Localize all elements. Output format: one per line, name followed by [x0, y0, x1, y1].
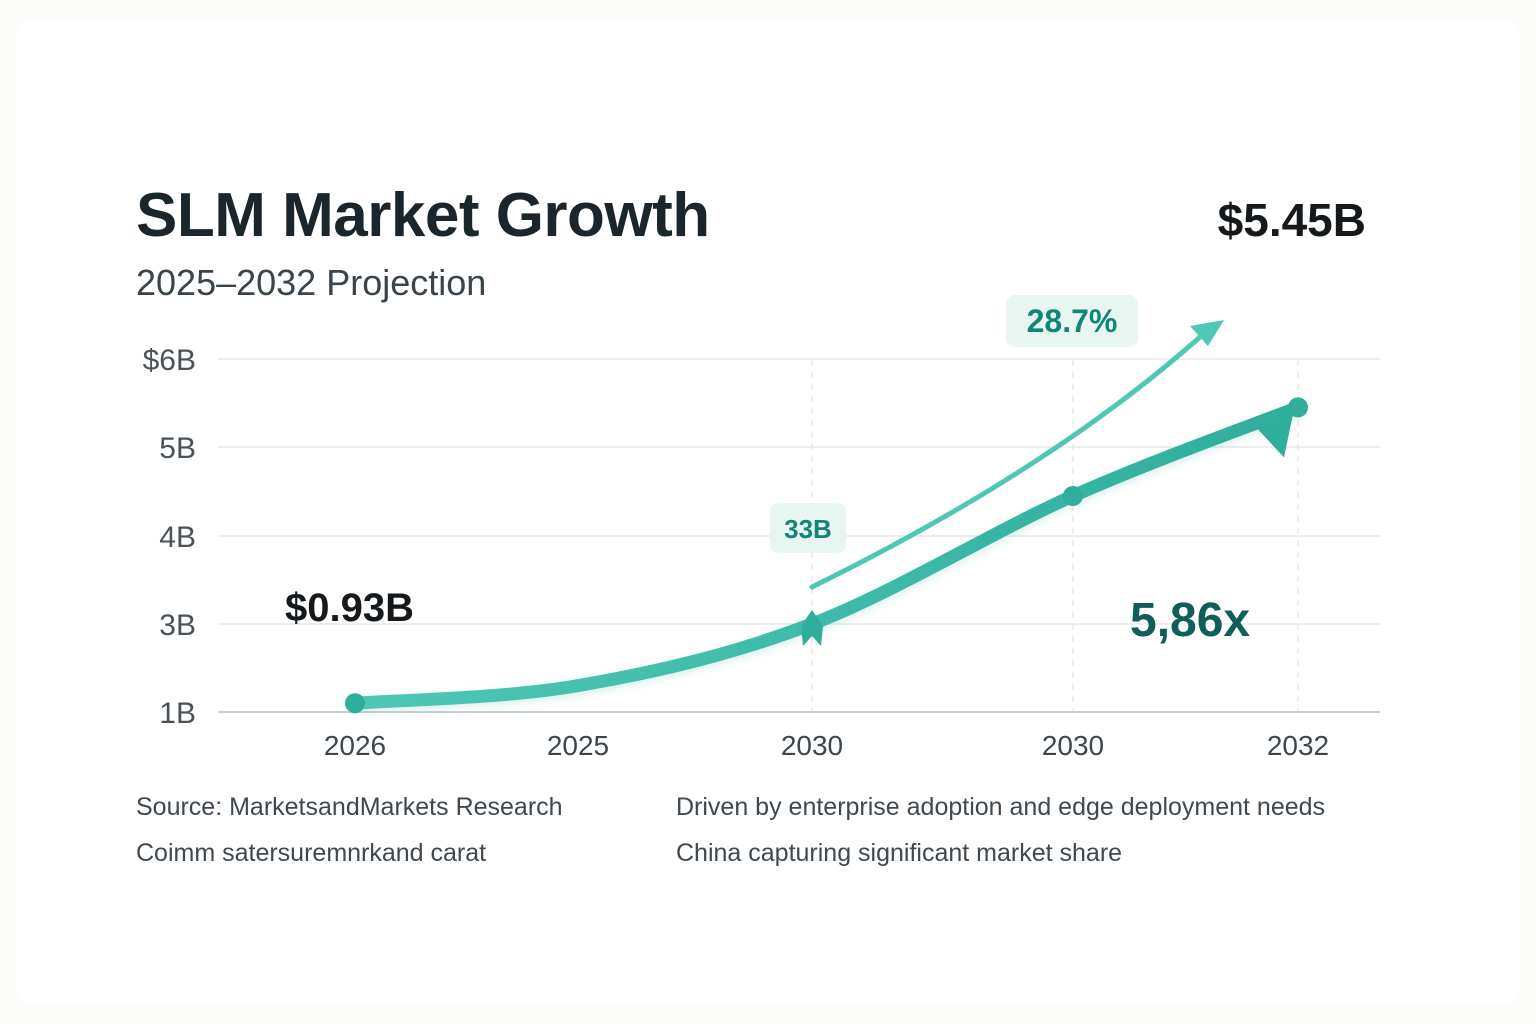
cagr-badge-label: 28.7%: [1027, 303, 1118, 339]
y-tick-label-4: 1B: [159, 697, 196, 730]
data-point-marker-3: [1063, 485, 1083, 506]
data-point-marker-0: [345, 693, 365, 714]
x-tick-label-3: 2030: [1042, 730, 1104, 761]
series-line: [348, 400, 1305, 710]
chart-subtitle: 2025–2032 Projection: [136, 262, 487, 303]
x-tick-label-0: 2026: [324, 730, 386, 761]
y-tick-label-3: 3B: [159, 609, 196, 642]
mid-badge-label: 33B: [784, 514, 832, 544]
chart-card: [16, 20, 1520, 1004]
source-note: Source: MarketsandMarkets Research: [136, 793, 563, 821]
data-point-marker-2: [801, 610, 823, 646]
y-tick-label-1: 5B: [159, 432, 196, 465]
mid-badge-bg: [770, 503, 846, 553]
trend-arrow-head: [1190, 320, 1224, 346]
x-tick-label-1: 2025: [547, 730, 609, 761]
x-tick-label-2: 2030: [781, 730, 843, 761]
data-point-marker-4: [1288, 397, 1308, 418]
multiplier-label: 5,86x: [1130, 594, 1250, 647]
end-value-label: $5.45B: [1218, 194, 1366, 246]
chart-title: SLM Market Growth: [136, 181, 710, 250]
series-arrowhead: [1258, 409, 1294, 458]
footnote-right: China capturing significant market share: [676, 839, 1123, 867]
x-tick-label-4: 2032: [1267, 730, 1329, 761]
driver-note: Driven by enterprise adoption and edge d…: [676, 793, 1326, 821]
start-value-label: $0.93B: [285, 586, 414, 630]
y-tick-label-0: $6B: [143, 344, 196, 377]
trend-arrow-line: [809, 334, 1203, 590]
y-tick-label-2: 4B: [159, 521, 196, 554]
cagr-badge-bg: [1006, 295, 1138, 347]
footnote-left: Coimm satersuremnrkand carat: [136, 839, 487, 867]
